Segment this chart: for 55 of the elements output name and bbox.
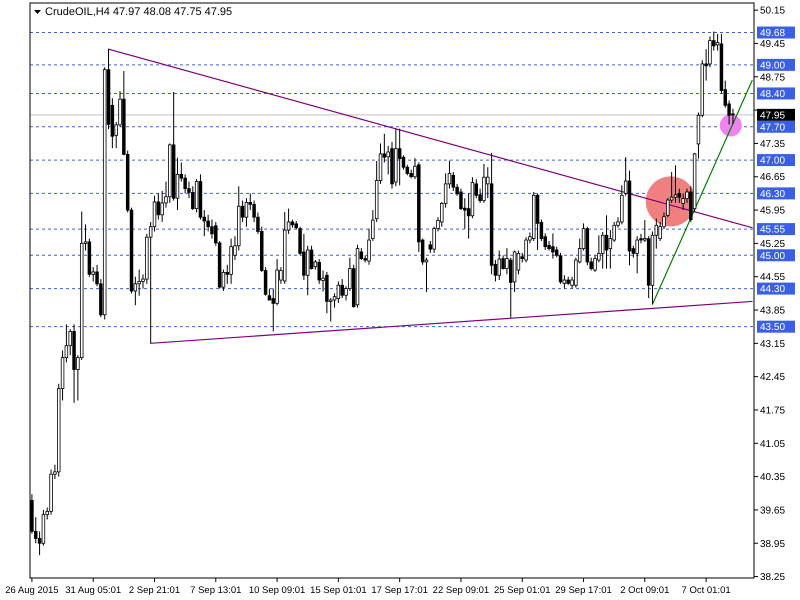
y-tick-label: 41.05 [760, 438, 786, 450]
ref-line-label: 47.00 [760, 156, 786, 167]
y-tick-label: 44.55 [760, 272, 786, 284]
x-tick-label: 15 Sep 01:01 [310, 585, 367, 596]
y-tick-label: 49.45 [760, 38, 786, 50]
ref-line-label: 45.00 [760, 250, 786, 262]
candlestick [336, 280, 340, 304]
x-tick-label: 22 Sep 09:01 [432, 585, 490, 596]
candlestick [482, 163, 486, 204]
x-tick-label: 26 Aug 2015 [5, 585, 59, 596]
candlestick [398, 128, 402, 186]
y-tick-label: 43.15 [760, 338, 786, 350]
y-tick-label: 38.95 [760, 538, 786, 550]
x-tick-label: 7 Oct 01:01 [682, 585, 731, 596]
ref-line-label: 49.68 [760, 28, 786, 40]
y-tick-label: 46.65 [760, 172, 786, 184]
x-tick-label: 2 Oct 09:01 [620, 585, 670, 596]
ref-line-label: 48.40 [760, 88, 786, 100]
ref-line-label: 49.00 [760, 60, 786, 72]
candlestick [604, 214, 608, 270]
y-tick-label: 43.85 [760, 306, 786, 317]
x-tick-label: 17 Sep 17:01 [371, 585, 428, 596]
candlestick [674, 164, 678, 204]
ref-line-label: 47.70 [760, 122, 786, 134]
candlestick [210, 219, 214, 240]
x-tick-label: 29 Sep 17:01 [555, 585, 612, 596]
y-tick-label: 45.95 [760, 206, 786, 217]
ref-line-label: 43.50 [760, 322, 786, 334]
y-tick-label: 39.65 [760, 505, 786, 516]
candlestick [551, 232, 555, 260]
x-tick-label: 25 Sep 01:01 [494, 585, 551, 596]
chart-title: CrudeOIL,H4 47.97 48.08 47.75 47.95 [45, 6, 232, 18]
candlestick [340, 278, 344, 299]
candlestick [524, 236, 528, 263]
y-tick-label: 38.25 [760, 572, 786, 584]
candlestick [498, 250, 501, 281]
ref-line-label: 46.30 [760, 188, 786, 200]
candlestick [681, 192, 685, 211]
candlestick [244, 198, 248, 228]
x-tick-label: 10 Sep 09:01 [248, 585, 306, 596]
y-tick-label: 45.25 [760, 238, 786, 250]
x-tick-label: 2 Sep 21:01 [128, 585, 180, 596]
y-tick-label: 41.75 [760, 405, 786, 416]
ref-line-label: 47.95 [760, 110, 786, 122]
x-tick-label: 7 Sep 13:01 [190, 585, 242, 596]
candlestick [635, 236, 639, 274]
ref-line-label: 44.30 [760, 284, 786, 296]
y-tick-label: 48.75 [760, 72, 786, 84]
candlestick [459, 188, 463, 211]
y-tick-label: 47.35 [760, 138, 786, 150]
y-tick-label: 50.15 [760, 6, 786, 17]
ref-line-label: 45.55 [760, 224, 786, 236]
y-tick-label: 42.45 [760, 372, 786, 384]
x-tick-label: 31 Aug 05:01 [65, 585, 122, 596]
y-tick-label: 40.35 [760, 472, 786, 484]
